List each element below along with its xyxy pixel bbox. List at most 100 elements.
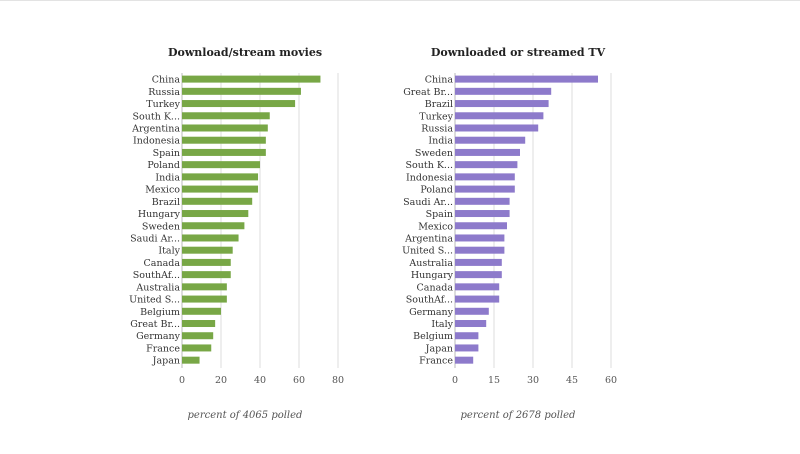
- tv-bar: [455, 75, 598, 83]
- movies-category-label: Belgium: [140, 307, 180, 318]
- movies-chart-xlabel: percent of 4065 polled: [188, 410, 303, 421]
- tv-category-label: Turkey: [419, 111, 453, 122]
- tv-bar: [455, 197, 510, 205]
- tv-bar: [455, 332, 479, 340]
- movies-chart-title: Download/stream movies: [168, 46, 322, 59]
- tv-category-label: South K...: [406, 160, 453, 171]
- tv-bar: [455, 344, 479, 352]
- tv-bar: [455, 136, 526, 144]
- tv-category-label: India: [428, 136, 453, 147]
- movies-bar: [182, 185, 259, 193]
- movies-bar: [182, 234, 239, 242]
- movies-category-label: Saudi Ar...: [130, 233, 180, 244]
- tv-category-label: Spain: [426, 209, 453, 220]
- movies-x-tick-label: 0: [179, 375, 185, 386]
- tv-category-label: Mexico: [418, 221, 453, 232]
- movies-bar: [182, 320, 216, 328]
- tv-category-label: Russia: [421, 123, 453, 134]
- tv-bar: [455, 161, 518, 169]
- movies-category-label: China: [152, 75, 181, 86]
- tv-category-label: Italy: [431, 319, 453, 330]
- movies-x-tick-label: 80: [332, 375, 344, 386]
- movies-bar: [182, 295, 227, 303]
- tv-bar: [455, 271, 502, 279]
- movies-category-label: Great Br...: [130, 319, 180, 330]
- movies-bar: [182, 271, 231, 279]
- tv-bar: [455, 307, 489, 315]
- tv-category-label: SouthAf...: [406, 295, 453, 306]
- tv-bar: [455, 222, 507, 230]
- movies-category-label: Sweden: [142, 221, 180, 232]
- movies-bar: [182, 332, 214, 340]
- tv-bar: [455, 295, 500, 303]
- tv-bar: [455, 246, 505, 254]
- tv-bar: [455, 124, 539, 132]
- tv-bar: [455, 258, 502, 266]
- tv-category-label: Brazil: [425, 99, 453, 110]
- tv-x-tick-label: 15: [488, 375, 500, 386]
- movies-bar: [182, 112, 270, 120]
- movies-category-label: India: [155, 172, 180, 183]
- movies-category-label: South K...: [133, 111, 180, 122]
- tv-bar: [455, 148, 520, 156]
- movies-bar: [182, 75, 321, 83]
- movies-bar: [182, 161, 260, 169]
- tv-bar: [455, 320, 487, 328]
- tv-bar: [455, 100, 549, 108]
- movies-bar: [182, 283, 227, 291]
- movies-bar: [182, 258, 231, 266]
- movies-category-label: Japan: [152, 356, 180, 367]
- tv-category-label: Japan: [425, 343, 453, 354]
- tv-bar: [455, 185, 515, 193]
- tv-chart-xlabel: percent of 2678 polled: [461, 410, 576, 421]
- movies-category-label: France: [146, 343, 180, 354]
- movies-category-label: Canada: [144, 258, 181, 269]
- tv-bar: [455, 234, 505, 242]
- movies-category-label: Turkey: [146, 99, 180, 110]
- tv-category-label: United S...: [402, 246, 453, 257]
- movies-category-label: Italy: [158, 246, 180, 257]
- movies-bar: [182, 197, 253, 205]
- movies-bar: [182, 87, 301, 95]
- movies-category-label: Brazil: [152, 197, 180, 208]
- movies-category-label: Mexico: [145, 185, 180, 196]
- tv-category-label: Hungary: [411, 270, 454, 281]
- tv-category-label: China: [425, 75, 454, 86]
- tv-bar: [455, 210, 510, 218]
- tv-chart: Downloaded or streamed TV percent of 267…: [402, 46, 617, 421]
- tv-bar: [455, 173, 515, 181]
- movies-category-label: SouthAf...: [133, 270, 180, 281]
- movies-bar: [182, 222, 245, 230]
- tv-category-label: Sweden: [415, 148, 453, 159]
- movies-bar: [182, 136, 266, 144]
- movies-bar: [182, 148, 266, 156]
- movies-category-label: Spain: [153, 148, 180, 159]
- movies-chart: Download/stream movies percent of 4065 p…: [129, 46, 344, 421]
- tv-category-label: Indonesia: [406, 172, 453, 183]
- tv-category-label: Australia: [408, 258, 453, 269]
- movies-category-label: Australia: [135, 282, 180, 293]
- tv-chart-title: Downloaded or streamed TV: [431, 46, 606, 59]
- movies-category-label: United S...: [129, 295, 180, 306]
- tv-category-label: Canada: [417, 282, 454, 293]
- movies-category-label: Russia: [148, 87, 180, 98]
- tv-x-tick-label: 30: [527, 375, 539, 386]
- tv-bar: [455, 356, 474, 364]
- tv-category-label: Argentina: [404, 233, 453, 244]
- movies-bar: [182, 344, 212, 352]
- tv-bar: [455, 87, 552, 95]
- movies-bar: [182, 307, 221, 315]
- movies-bar: [182, 246, 233, 254]
- movies-category-label: Argentina: [131, 123, 180, 134]
- movies-x-tick-label: 20: [215, 375, 227, 386]
- tv-bar: [455, 283, 500, 291]
- movies-bar: [182, 124, 268, 132]
- top-border: [0, 0, 800, 1]
- tv-category-label: France: [419, 356, 453, 367]
- movies-bar: [182, 100, 296, 108]
- tv-category-label: Belgium: [413, 331, 453, 342]
- movies-bar: [182, 173, 259, 181]
- movies-x-tick-label: 60: [293, 375, 305, 386]
